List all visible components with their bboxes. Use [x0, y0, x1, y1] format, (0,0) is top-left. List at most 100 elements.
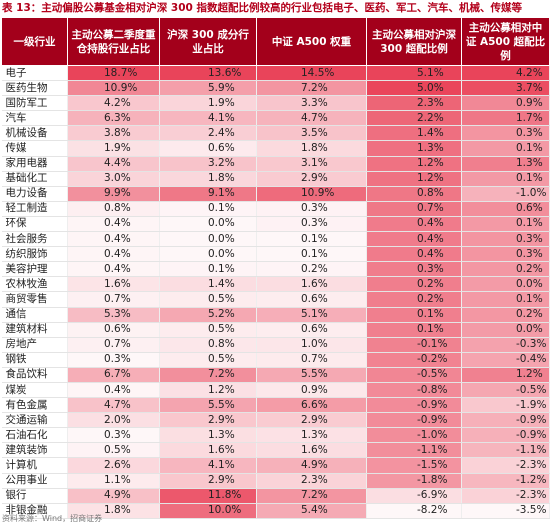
header-overweight-vs-a500: 主动公募相对中证 A500 超配比例	[461, 17, 550, 66]
cell-csi300-share: 0.1%	[159, 201, 257, 217]
cell-industry-name: 机械设备	[1, 125, 68, 142]
industry-allocation-table: 一级行业 主动公募二季度重仓持股行业占比 沪深 300 成分行业占比 中证 A5…	[1, 17, 550, 519]
cell-csi300-share: 5.9%	[159, 80, 257, 97]
cell-industry-name: 美容护理	[1, 261, 68, 278]
cell-a500-weight: 5.5%	[256, 367, 367, 383]
cell-csi300-share: 0.5%	[159, 322, 257, 338]
cell-a500-weight: 1.3%	[256, 427, 367, 444]
cell-active-fund-share: 4.7%	[67, 397, 160, 414]
cell-overweight-vs-a500: -0.9%	[461, 412, 550, 429]
cell-csi300-share: 1.2%	[159, 382, 257, 399]
cell-a500-weight: 1.6%	[256, 442, 367, 459]
table-row: 轻工制造 0.8% 0.1% 0.3% 0.7% 0.6%	[1, 201, 550, 217]
cell-overweight-vs-csi300: -1.1%	[366, 442, 462, 459]
cell-industry-name: 纺织服饰	[1, 246, 68, 263]
cell-csi300-share: 0.0%	[159, 216, 257, 233]
cell-active-fund-share: 2.0%	[67, 412, 160, 429]
cell-overweight-vs-csi300: 2.2%	[366, 110, 462, 127]
cell-a500-weight: 1.8%	[256, 140, 367, 157]
cell-industry-name: 商贸零售	[1, 291, 68, 308]
cell-csi300-share: 0.6%	[159, 140, 257, 157]
cell-overweight-vs-a500: 0.1%	[461, 216, 550, 233]
table-row: 电子 18.7% 13.6% 14.5% 5.1% 4.2%	[1, 65, 550, 82]
industry-allocation-table-container: 一级行业 主动公募二季度重仓持股行业占比 沪深 300 成分行业占比 中证 A5…	[0, 17, 550, 519]
cell-active-fund-share: 0.8%	[67, 201, 160, 217]
cell-csi300-share: 1.6%	[159, 442, 257, 459]
cell-overweight-vs-csi300: 1.2%	[366, 171, 462, 187]
cell-industry-name: 有色金属	[1, 397, 68, 414]
table-row: 煤炭 0.4% 1.2% 0.9% -0.8% -0.5%	[1, 382, 550, 399]
cell-overweight-vs-a500: -2.3%	[461, 488, 550, 504]
cell-a500-weight: 2.9%	[256, 412, 367, 429]
table-row: 钢铁 0.3% 0.5% 0.7% -0.2% -0.4%	[1, 352, 550, 368]
cell-a500-weight: 0.7%	[256, 352, 367, 368]
cell-csi300-share: 10.0%	[159, 503, 257, 519]
table-row: 机械设备 3.8% 2.4% 3.5% 1.4% 0.3%	[1, 125, 550, 142]
table-row: 社会服务 0.4% 0.0% 0.1% 0.4% 0.3%	[1, 231, 550, 248]
cell-csi300-share: 0.0%	[159, 246, 257, 263]
cell-industry-name: 农林牧渔	[1, 276, 68, 293]
table-row: 美容护理 0.4% 0.1% 0.2% 0.3% 0.2%	[1, 261, 550, 278]
cell-overweight-vs-csi300: -1.8%	[366, 473, 462, 489]
cell-overweight-vs-csi300: -8.2%	[366, 503, 462, 519]
cell-a500-weight: 4.9%	[256, 457, 367, 474]
cell-overweight-vs-csi300: 0.1%	[366, 307, 462, 323]
cell-industry-name: 公用事业	[1, 473, 68, 489]
cell-a500-weight: 7.2%	[256, 80, 367, 97]
header-industry: 一级行业	[1, 17, 68, 66]
cell-overweight-vs-a500: 0.9%	[461, 95, 550, 112]
cell-industry-name: 基础化工	[1, 171, 68, 187]
cell-industry-name: 计算机	[1, 457, 68, 474]
cell-overweight-vs-csi300: -0.9%	[366, 397, 462, 414]
cell-active-fund-share: 0.3%	[67, 427, 160, 444]
cell-active-fund-share: 3.0%	[67, 171, 160, 187]
cell-active-fund-share: 4.4%	[67, 156, 160, 172]
cell-a500-weight: 0.1%	[256, 246, 367, 263]
cell-overweight-vs-csi300: 1.2%	[366, 156, 462, 172]
cell-overweight-vs-a500: -2.3%	[461, 457, 550, 474]
cell-industry-name: 汽车	[1, 110, 68, 127]
cell-csi300-share: 1.9%	[159, 95, 257, 112]
cell-overweight-vs-csi300: -6.9%	[366, 488, 462, 504]
table-row: 医药生物 10.9% 5.9% 7.2% 5.0% 3.7%	[1, 80, 550, 97]
cell-overweight-vs-csi300: -0.8%	[366, 382, 462, 399]
cell-industry-name: 轻工制造	[1, 201, 68, 217]
cell-overweight-vs-a500: -1.9%	[461, 397, 550, 414]
cell-overweight-vs-a500: 0.2%	[461, 307, 550, 323]
cell-csi300-share: 0.0%	[159, 231, 257, 248]
cell-industry-name: 交通运输	[1, 412, 68, 429]
cell-a500-weight: 7.2%	[256, 488, 367, 504]
table-row: 建筑材料 0.6% 0.5% 0.6% 0.1% 0.0%	[1, 322, 550, 338]
cell-industry-name: 家用电器	[1, 156, 68, 172]
cell-industry-name: 钢铁	[1, 352, 68, 368]
table-row: 家用电器 4.4% 3.2% 3.1% 1.2% 1.3%	[1, 156, 550, 172]
cell-csi300-share: 1.4%	[159, 276, 257, 293]
cell-industry-name: 电子	[1, 65, 68, 82]
cell-csi300-share: 0.8%	[159, 337, 257, 353]
table-row: 环保 0.4% 0.0% 0.3% 0.4% 0.1%	[1, 216, 550, 233]
cell-overweight-vs-csi300: -0.5%	[366, 367, 462, 383]
cell-active-fund-share: 0.5%	[67, 442, 160, 459]
table-row: 有色金属 4.7% 5.5% 6.6% -0.9% -1.9%	[1, 397, 550, 414]
cell-active-fund-share: 0.4%	[67, 246, 160, 263]
table-row: 传媒 1.9% 0.6% 1.8% 1.3% 0.1%	[1, 140, 550, 157]
cell-a500-weight: 2.9%	[256, 171, 367, 187]
cell-overweight-vs-csi300: 0.2%	[366, 291, 462, 308]
cell-industry-name: 房地产	[1, 337, 68, 353]
cell-overweight-vs-a500: 4.2%	[461, 65, 550, 82]
cell-overweight-vs-a500: 1.7%	[461, 110, 550, 127]
cell-a500-weight: 1.6%	[256, 276, 367, 293]
cell-overweight-vs-a500: -1.1%	[461, 442, 550, 459]
table-caption: 表 13：主动偏股公募基金相对沪深 300 指数超配比例较高的行业包括电子、医药…	[2, 2, 522, 14]
cell-overweight-vs-csi300: 0.7%	[366, 201, 462, 217]
cell-a500-weight: 3.5%	[256, 125, 367, 142]
cell-overweight-vs-a500: 0.1%	[461, 291, 550, 308]
cell-active-fund-share: 10.9%	[67, 80, 160, 97]
cell-industry-name: 食品饮料	[1, 367, 68, 383]
table-body: 电子 18.7% 13.6% 14.5% 5.1% 4.2% 医药生物 10.9% 5.9% 7.…	[1, 65, 550, 519]
cell-csi300-share: 11.8%	[159, 488, 257, 504]
cell-overweight-vs-a500: 0.6%	[461, 201, 550, 217]
cell-overweight-vs-csi300: -1.5%	[366, 457, 462, 474]
header-overweight-vs-csi300: 主动公募相对沪深 300 超配比例	[366, 17, 462, 66]
table-row: 通信 5.3% 5.2% 5.1% 0.1% 0.2%	[1, 307, 550, 323]
